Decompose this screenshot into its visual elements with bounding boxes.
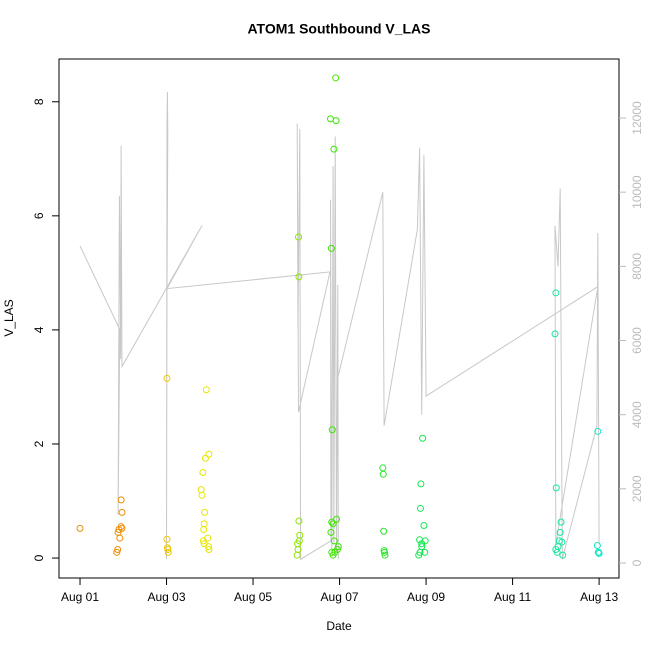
data-point bbox=[330, 145, 338, 153]
data-point bbox=[293, 551, 301, 559]
data-point bbox=[328, 426, 336, 434]
data-point bbox=[595, 548, 603, 556]
data-point bbox=[416, 504, 424, 512]
data-point bbox=[333, 515, 341, 523]
y2-tick-label: 0 bbox=[630, 559, 644, 566]
data-point bbox=[198, 491, 206, 499]
data-point bbox=[420, 522, 428, 530]
data-point bbox=[118, 524, 126, 532]
y-tick-label: 0 bbox=[32, 554, 46, 561]
data-point bbox=[113, 548, 121, 556]
data-point bbox=[379, 464, 387, 472]
chart-title: ATOM1 Southbound V_LAS bbox=[247, 21, 430, 37]
data-point bbox=[552, 484, 560, 492]
x-tick-label: Aug 13 bbox=[580, 590, 618, 604]
data-point bbox=[421, 537, 429, 545]
data-point bbox=[295, 273, 303, 281]
data-point bbox=[556, 528, 564, 536]
y2-tick-label: 12000 bbox=[630, 101, 644, 135]
data-point bbox=[381, 548, 389, 556]
data-point bbox=[381, 551, 389, 559]
data-point bbox=[334, 543, 342, 551]
data-point bbox=[201, 508, 209, 516]
data-point bbox=[163, 535, 171, 543]
plot-frame bbox=[58, 58, 620, 579]
data-point bbox=[204, 534, 212, 542]
data-point bbox=[557, 518, 565, 526]
y-tick-label: 8 bbox=[32, 98, 46, 105]
x-tick-label: Aug 11 bbox=[494, 590, 531, 604]
x-tick-label: Aug 09 bbox=[407, 590, 445, 604]
data-point bbox=[294, 233, 302, 241]
data-point bbox=[201, 454, 209, 462]
data-point bbox=[330, 537, 338, 545]
y2-tick-label: 6000 bbox=[630, 327, 644, 354]
data-point bbox=[76, 524, 84, 532]
y-axis-title: V_LAS bbox=[2, 299, 16, 336]
data-point bbox=[114, 545, 122, 553]
data-point bbox=[417, 480, 425, 488]
data-point bbox=[205, 450, 213, 458]
x-tick-label: Aug 07 bbox=[321, 590, 359, 604]
data-point bbox=[200, 540, 208, 548]
data-point bbox=[163, 374, 171, 382]
data-point bbox=[329, 520, 337, 528]
data-point bbox=[164, 548, 172, 556]
y-tick-label: 6 bbox=[32, 212, 46, 219]
data-point bbox=[380, 527, 388, 535]
data-point bbox=[327, 244, 335, 252]
data-point bbox=[296, 531, 304, 539]
data-point bbox=[205, 545, 213, 553]
data-point bbox=[552, 289, 560, 297]
data-point bbox=[202, 386, 210, 394]
data-point bbox=[118, 508, 126, 516]
x-tick-label: Aug 01 bbox=[61, 590, 99, 604]
data-point bbox=[332, 117, 340, 125]
y-tick-label: 4 bbox=[32, 326, 46, 333]
data-point bbox=[197, 486, 205, 494]
data-point bbox=[416, 548, 424, 556]
y2-tick-label: 10000 bbox=[630, 175, 644, 209]
y2-tick-label: 2000 bbox=[630, 475, 644, 502]
data-point bbox=[593, 541, 601, 549]
data-point bbox=[332, 74, 340, 82]
data-point bbox=[326, 115, 334, 123]
data-point bbox=[328, 548, 336, 556]
x-tick-label: Aug 05 bbox=[234, 590, 272, 604]
data-point bbox=[199, 468, 207, 476]
x-tick-label: Aug 03 bbox=[148, 590, 186, 604]
data-point bbox=[559, 551, 567, 559]
data-point bbox=[558, 538, 566, 546]
y2-tick-label: 4000 bbox=[630, 401, 644, 428]
data-point bbox=[163, 544, 171, 552]
data-point bbox=[594, 427, 602, 435]
line-series bbox=[79, 91, 600, 561]
data-point bbox=[200, 520, 208, 528]
data-point bbox=[421, 548, 429, 556]
x-axis-title: Date bbox=[326, 619, 352, 633]
data-point bbox=[295, 517, 303, 525]
data-point bbox=[333, 545, 341, 553]
data-point bbox=[552, 545, 560, 553]
data-point bbox=[551, 330, 559, 338]
data-point bbox=[327, 528, 335, 536]
data-point bbox=[116, 534, 124, 542]
y2-tick-label: 8000 bbox=[630, 253, 644, 280]
data-point bbox=[419, 434, 427, 442]
data-point bbox=[117, 496, 125, 504]
y-tick-label: 2 bbox=[32, 440, 46, 447]
data-point bbox=[200, 526, 208, 534]
data-point bbox=[294, 545, 302, 553]
data-point bbox=[379, 470, 387, 478]
